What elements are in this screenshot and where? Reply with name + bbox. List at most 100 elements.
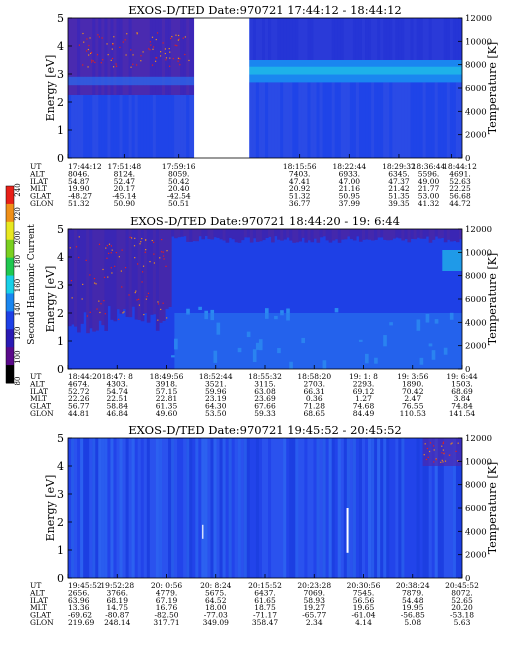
speckle: [86, 315, 88, 317]
speckle: [163, 258, 165, 260]
speckle: [106, 244, 109, 247]
spectrogram-column: [283, 229, 287, 240]
speckle: [175, 34, 177, 36]
ephemeris-value: 18:55:32: [248, 372, 282, 381]
speckle: [113, 36, 115, 38]
y2-tick-label: 0: [465, 365, 470, 375]
y2-tick-label: 6000: [465, 504, 487, 514]
ephemeris-value: 18:49:56: [150, 372, 184, 381]
ephemeris-value: 4691.: [449, 169, 470, 178]
ephemeris-value: 20: 0:56: [151, 581, 183, 590]
speckle: [432, 445, 435, 447]
spectrogram-column: [280, 18, 284, 81]
speckle: [110, 252, 112, 254]
speckle: [440, 461, 442, 463]
spectrogram-column: [386, 438, 390, 578]
spectrogram-column: [428, 229, 433, 243]
speckle: [136, 33, 138, 35]
speckle: [169, 51, 171, 53]
spectrogram-column: [401, 18, 406, 81]
y-tick-label: 2: [57, 96, 64, 109]
ephemeris-row-label: ALT: [29, 379, 45, 388]
spectrogram-column: [401, 438, 406, 578]
speckle: [83, 41, 85, 43]
y-tick-label: 3: [57, 279, 64, 292]
y2-tick-label: 2000: [465, 131, 487, 141]
speckle: [147, 292, 150, 294]
speckle: [107, 54, 109, 56]
spectrogram-column: [361, 18, 366, 81]
spectrogram-column: [268, 81, 272, 158]
colorbar-swatch: [6, 275, 14, 294]
spectrogram-column: [171, 95, 175, 158]
spectrogram-column: [298, 18, 302, 81]
spectrogram-column: [146, 18, 151, 95]
speckle: [172, 57, 174, 60]
spectrogram-column: [440, 438, 445, 578]
spectrogram-column: [189, 95, 193, 158]
energy-band-left: [68, 76, 195, 86]
spectrogram-column: [301, 438, 305, 578]
ephemeris-value: 22.25: [449, 184, 471, 193]
spectrogram-column: [228, 438, 233, 578]
spectrogram-column: [164, 438, 169, 578]
ephemeris-value: 16.76: [156, 603, 178, 612]
ephemeris-value: 39.35: [388, 199, 410, 208]
spectrogram-column: [322, 18, 327, 81]
spectrogram-column: [407, 229, 412, 243]
spectrogram-column: [440, 18, 445, 81]
spectrogram-column: [458, 81, 462, 158]
ephemeris-value: -69.62: [68, 611, 92, 620]
colorbar-frame: [5, 185, 15, 384]
spectrogram-column: [434, 18, 439, 81]
speckle: [141, 271, 144, 273]
spectrogram-column: [328, 18, 333, 81]
spectrogram-column: [389, 229, 393, 241]
spectrogram-column: [119, 95, 124, 158]
ephemeris-value: 69.12: [353, 387, 375, 396]
colorbar-tick-label: 220: [14, 207, 22, 220]
spectrogram-column: [137, 18, 142, 95]
speckle: [149, 49, 151, 51]
spectrogram-column: [113, 229, 118, 322]
spectrogram-column: [183, 438, 187, 578]
spectrogram-column: [89, 18, 93, 95]
spectrogram-column: [346, 438, 351, 578]
spectrogram-column: [325, 438, 330, 578]
spectrogram-column: [392, 81, 396, 158]
colorbar-tick-label: 240: [14, 183, 22, 196]
spectrogram-column: [316, 438, 321, 578]
ephemeris-value: 47.37: [388, 177, 410, 186]
spectrogram-column: [134, 438, 139, 578]
spectrogram-column: [95, 229, 99, 331]
spectrogram-column: [219, 229, 224, 240]
ephemeris-value: 63.08: [254, 387, 276, 396]
ephemeris-value: 5.08: [404, 618, 421, 627]
y-tick-label: 2: [57, 307, 64, 320]
lower-region: [174, 313, 462, 369]
spectrogram-column: [343, 18, 348, 81]
speckle: [457, 460, 459, 462]
ephemeris-value: 18:47: 8: [102, 372, 134, 381]
spectrogram-column: [274, 18, 278, 81]
spectrogram-column: [174, 18, 178, 95]
ephemeris-value: 17:51:48: [107, 162, 141, 171]
speckle: [141, 237, 143, 240]
speckle: [162, 251, 164, 253]
speckle: [87, 48, 89, 51]
ephemeris-value: 37.99: [339, 199, 361, 208]
spectrogram-column: [289, 438, 293, 578]
spectrogram-column: [104, 438, 108, 578]
spectrogram-column: [292, 229, 296, 243]
spectrogram-column: [171, 355, 175, 358]
speckle: [100, 303, 102, 305]
ephemeris-value: -65.77: [302, 611, 326, 620]
ephemeris-value: 67.66: [254, 402, 276, 411]
spectrogram-column: [80, 229, 84, 324]
y2-tick-label: 12000: [465, 225, 492, 235]
colorbar-swatch: [6, 329, 14, 348]
spectrogram-column: [292, 18, 296, 81]
speckle: [177, 57, 180, 59]
spectrogram-column: [83, 438, 87, 578]
spectrogram-column: [216, 229, 221, 238]
